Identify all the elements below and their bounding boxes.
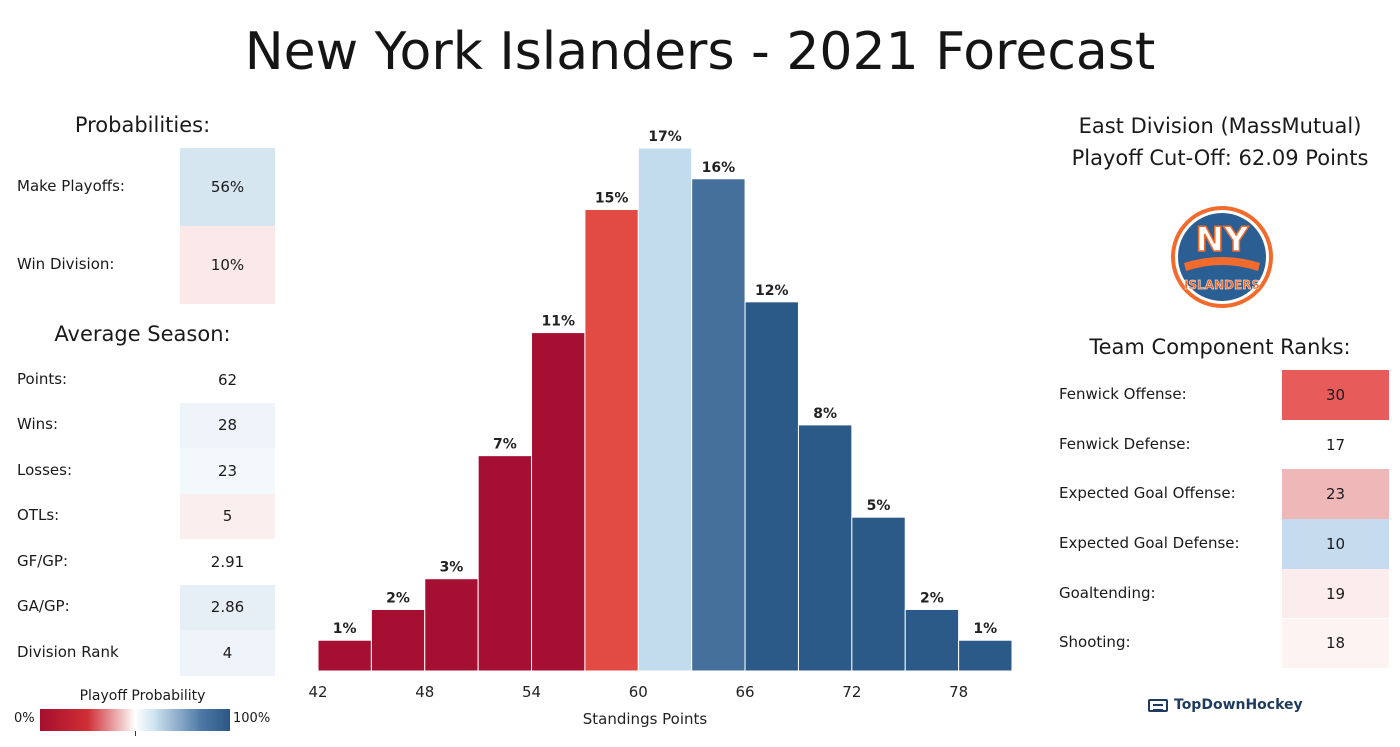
brand-name: TopDownHockey <box>1174 697 1303 713</box>
x-axis-label: Standings Points <box>583 710 708 728</box>
bar-data-label: 8% <box>813 406 837 422</box>
islanders-logo-icon: NY ISLANDERS <box>1171 206 1273 308</box>
season-stat-label: Wins: <box>17 415 59 434</box>
bar-data-label: 2% <box>920 590 944 606</box>
brand-logo-icon <box>1148 698 1168 712</box>
season-stat-value: 4 <box>222 643 233 662</box>
bar-data-label: 2% <box>386 590 410 606</box>
histogram-bar <box>904 608 960 672</box>
legend-max-label: 100% <box>233 711 271 726</box>
bar-data-label: 3% <box>440 560 464 576</box>
logo-islanders-text: ISLANDERS <box>1184 278 1260 292</box>
histogram-bar <box>958 639 1013 672</box>
histogram-bar <box>637 147 693 672</box>
season-stat-label: GA/GP: <box>17 597 70 616</box>
season-stat-label: Losses: <box>17 460 72 479</box>
season-stat-label: OTLs: <box>17 506 60 525</box>
season-stat-label: Division Rank <box>17 642 119 661</box>
season-stat-value-cell: 23 <box>180 448 275 494</box>
average-season-heading: Average Season: <box>54 322 231 346</box>
histogram-bar <box>370 608 426 672</box>
histogram-bar <box>477 455 533 672</box>
rank-value: 10 <box>1325 534 1346 553</box>
rank-value: 30 <box>1325 385 1346 404</box>
bar-data-label: 16% <box>702 160 736 176</box>
bar-data-label: 5% <box>867 498 891 514</box>
histogram-bar <box>531 332 586 672</box>
playoff-cutoff: Playoff Cut-Off: 62.09 Points <box>1071 146 1369 170</box>
bar-data-label: 1% <box>973 621 997 637</box>
probability-label: Make Playoffs: <box>17 177 125 195</box>
season-stat-value-cell: 5 <box>180 493 275 539</box>
rank-value-cell: 18 <box>1282 618 1389 669</box>
season-stat-value-cell: 2.91 <box>180 539 275 585</box>
team-ranks-heading: Team Component Ranks: <box>1089 335 1351 359</box>
brand-watermark: TopDownHockey <box>1148 697 1303 713</box>
rank-value: 17 <box>1325 435 1346 454</box>
rank-label: Fenwick Defense: <box>1059 434 1191 453</box>
season-stat-value: 28 <box>217 416 238 435</box>
season-stat-value: 2.91 <box>210 552 245 571</box>
season-stat-value: 2.86 <box>210 598 245 617</box>
x-tick-label: 48 <box>415 683 434 701</box>
legend-min-label: 0% <box>14 711 35 726</box>
points-distribution-chart: 1% 2% 3% 7% 11% 15% 17% 16% 12% 8% 5% 2% 1% 42 48 54 60 6… <box>308 129 1013 728</box>
page-title: New York Islanders - 2021 Forecast <box>244 22 1156 82</box>
season-stat-value: 5 <box>222 507 233 526</box>
season-stat-value: 62 <box>217 370 238 389</box>
rank-value-cell: 23 <box>1282 469 1389 520</box>
histogram-bar <box>584 209 639 672</box>
season-stat-value-cell: 62 <box>180 357 275 403</box>
histogram-bar <box>851 516 906 672</box>
rank-value: 18 <box>1325 634 1346 653</box>
bar-data-label: 12% <box>755 283 789 299</box>
probabilities-heading: Probabilities: <box>74 113 211 137</box>
probability-value: 10% <box>210 256 245 274</box>
histogram-bar <box>424 578 479 672</box>
season-stat-label: Points: <box>17 369 68 388</box>
logo-ny-text: NY <box>1195 220 1248 260</box>
x-tick-label: 78 <box>949 683 968 701</box>
histogram-bar <box>317 639 372 672</box>
season-stat-label: GF/GP: <box>17 551 69 570</box>
bar-data-label: 7% <box>493 437 517 453</box>
legend-midpoint-tick <box>135 731 136 736</box>
legend-colorbar <box>40 709 230 731</box>
rank-value: 19 <box>1325 584 1346 603</box>
rank-label: Expected Goal Offense: <box>1059 484 1236 503</box>
rank-value-cell: 10 <box>1282 519 1389 569</box>
x-tick-label: 66 <box>736 683 755 701</box>
bar-data-label: 15% <box>595 191 629 207</box>
x-tick-label: 42 <box>308 683 327 701</box>
rank-label: Shooting: <box>1059 633 1131 652</box>
x-tick-label: 60 <box>629 683 648 701</box>
histogram-bar <box>691 178 746 672</box>
rank-label: Expected Goal Defense: <box>1059 533 1240 552</box>
rank-label: Goaltending: <box>1059 583 1156 602</box>
probability-value-cell: 10% <box>180 226 275 304</box>
rank-value-cell: 17 <box>1282 419 1389 470</box>
rank-label: Fenwick Offense: <box>1059 384 1187 403</box>
division-name: East Division (MassMutual) <box>1078 114 1362 138</box>
probability-value-cell: 56% <box>180 148 275 226</box>
rank-value-cell: 30 <box>1282 370 1389 420</box>
legend-title: Playoff Probability <box>79 688 206 704</box>
probability-value: 56% <box>210 178 245 196</box>
rank-value-cell: 19 <box>1282 568 1389 619</box>
season-stat-value: 23 <box>217 461 238 480</box>
season-stat-value-cell: 4 <box>180 630 275 676</box>
histogram-bar <box>797 424 853 672</box>
season-stat-value-cell: 2.86 <box>180 584 275 630</box>
x-tick-label: 72 <box>842 683 861 701</box>
bar-data-label: 17% <box>648 129 682 145</box>
histogram-bar <box>744 301 799 672</box>
bar-data-label: 1% <box>333 621 357 637</box>
bar-data-label: 11% <box>541 314 575 330</box>
probability-label: Win Division: <box>17 255 115 273</box>
season-stat-value-cell: 28 <box>180 402 275 448</box>
x-tick-label: 54 <box>522 683 541 701</box>
rank-value: 23 <box>1325 485 1346 504</box>
